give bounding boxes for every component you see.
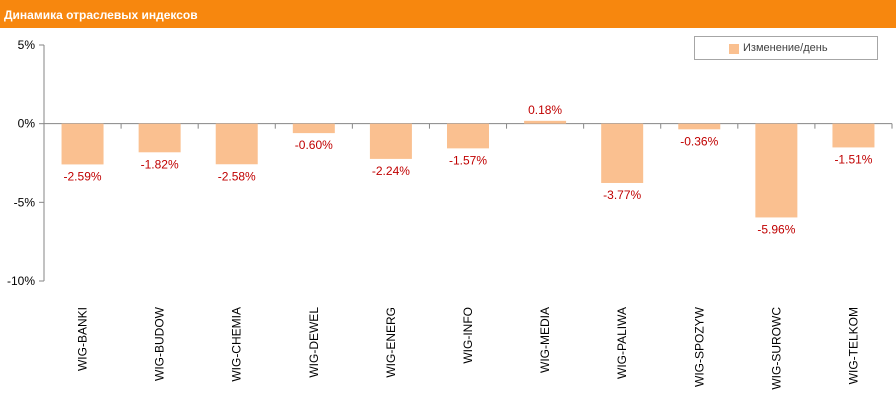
chart-legend: Изменение/день: [694, 36, 878, 60]
data-label: -1.57%: [449, 153, 487, 167]
y-tick-label: 5%: [18, 38, 36, 52]
bar: [832, 123, 875, 148]
category-label: WIG-ENERG: [384, 307, 398, 378]
category-label: WIG-CHEMIA: [230, 307, 244, 382]
legend-label: Изменение/день: [743, 42, 828, 54]
category-label: WIG-DEWEL: [307, 307, 321, 378]
bar: [215, 123, 258, 165]
y-tick-label: -5%: [14, 195, 36, 209]
chart-header: Динамика отраслевых индексов: [0, 0, 896, 28]
y-tick-label: -10%: [7, 274, 35, 288]
category-label: WIG-BUDOW: [153, 306, 167, 381]
category-label: WIG-PALIWA: [615, 307, 629, 379]
data-label: -2.59%: [64, 169, 102, 183]
bar: [369, 123, 412, 159]
data-label: -1.82%: [141, 157, 179, 171]
data-label: -0.36%: [680, 134, 718, 148]
legend-swatch: [729, 44, 739, 54]
category-label: WIG-SPOZYW: [692, 306, 706, 387]
bar: [138, 123, 181, 153]
bar: [61, 123, 104, 165]
data-label: -0.60%: [295, 138, 333, 152]
bar: [524, 120, 567, 124]
y-tick-label: 0%: [18, 117, 36, 131]
data-label: 0.18%: [528, 103, 562, 117]
chart-title: Динамика отраслевых индексов: [4, 8, 198, 22]
data-label: -1.51%: [834, 152, 872, 166]
bar: [601, 123, 644, 183]
data-label: -5.96%: [757, 222, 795, 236]
bar: [292, 123, 335, 134]
data-label: -2.24%: [372, 164, 410, 178]
category-label: WIG-TELKOM: [846, 307, 860, 384]
bar: [447, 123, 489, 149]
category-label: WIG-SUROWC: [769, 307, 783, 390]
bar: [755, 123, 798, 218]
category-label: WIG-BANKI: [76, 307, 90, 371]
bar-chart: 5% 0% -5% -10% -2.59% WIG-BANKI -1.82% WIG-BUDO…: [7, 38, 893, 390]
bar: [678, 123, 721, 130]
category-label: WIG-INFO: [461, 307, 475, 364]
data-label: -3.77%: [603, 188, 641, 202]
data-label: -2.58%: [218, 169, 256, 183]
category-label: WIG-MEDIA: [538, 307, 552, 373]
